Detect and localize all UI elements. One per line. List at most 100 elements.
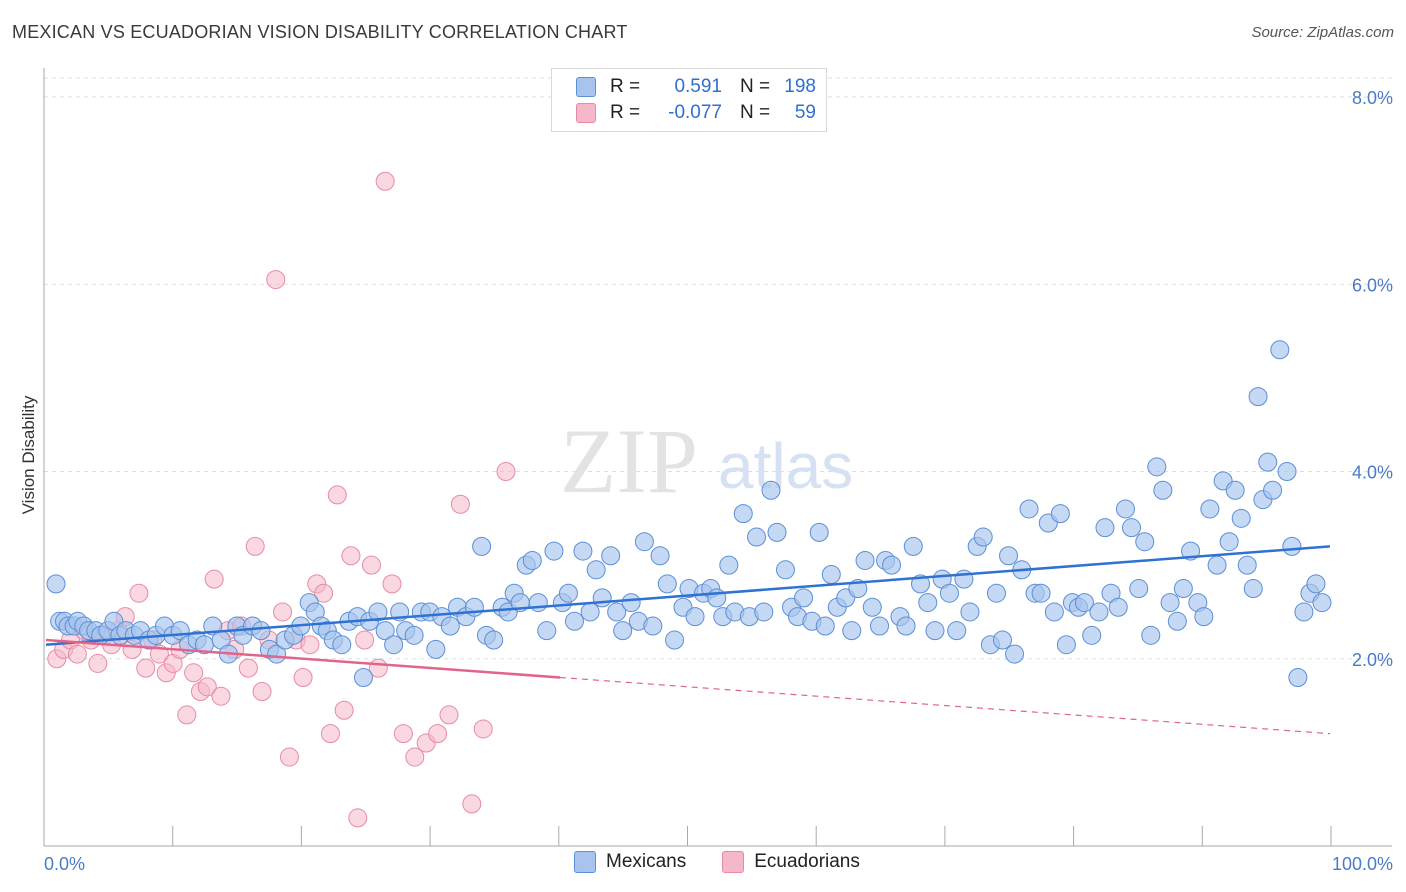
mexicans-point: [1056, 635, 1076, 655]
legend-item-ecuadorians[interactable]: Ecuadorians: [722, 851, 860, 873]
legend-row-mexicans: R = 0.591 N = 198: [576, 75, 816, 99]
mexicans-point: [537, 621, 557, 641]
ecuadorians-point: [293, 667, 313, 687]
ecuadorians-point: [355, 630, 375, 650]
mexicans-point: [1207, 555, 1227, 575]
ecuadorians-point: [88, 653, 108, 673]
mexicans-point: [251, 621, 271, 641]
mexicans-point: [882, 555, 902, 575]
mexicans-point: [484, 630, 504, 650]
ecuadorians-trend-extension: [559, 676, 1331, 735]
mexicans-point: [1288, 667, 1308, 687]
legend-n-value: 198: [784, 76, 816, 97]
mexicans-point: [719, 555, 739, 575]
mexicans-point: [472, 536, 492, 556]
mexicans-point: [1248, 387, 1268, 407]
mexicans-point: [1153, 480, 1173, 500]
ecuadorians-point: [462, 794, 482, 814]
ecuadorians-point: [375, 171, 395, 191]
mexicans-point: [621, 593, 641, 613]
x-tick-labels: 0.0% 100.0%: [44, 854, 1393, 874]
mexicans-point: [384, 635, 404, 655]
ecuadorians-trend-line: [45, 638, 561, 679]
mexicans-point: [1050, 504, 1070, 524]
ecuadorians-point: [450, 494, 470, 514]
mexicans-point: [368, 602, 388, 622]
ecuadorians-points: [47, 171, 516, 828]
mexicans-point: [999, 546, 1019, 566]
ecuadorians-point: [428, 724, 448, 744]
mexicans-point: [821, 564, 841, 584]
mexicans-point: [650, 546, 670, 566]
mexicans-point: [1115, 499, 1135, 519]
mexicans-point: [353, 667, 373, 687]
ecuadorians-point: [266, 270, 286, 290]
mexicans-point: [1108, 597, 1128, 617]
mexicans-point: [634, 532, 654, 552]
legend-swatch-mexicans: [574, 851, 596, 873]
ecuadorians-point: [473, 719, 493, 739]
mexicans-point: [973, 527, 993, 547]
mexicans-point: [1306, 574, 1326, 594]
mexicans-point: [1044, 602, 1064, 622]
ecuadorians-point: [314, 583, 334, 603]
mexicans-point: [918, 593, 938, 613]
y-axis-title: Vision Disability: [19, 395, 38, 514]
mexicans-point: [939, 583, 959, 603]
ecuadorians-point: [211, 686, 231, 706]
x-tick-label: 100.0%: [1332, 854, 1393, 874]
mexicans-point: [1258, 452, 1278, 472]
mexicans-point: [1031, 583, 1051, 603]
mexicans-point: [767, 522, 787, 542]
mexicans-point: [544, 541, 564, 561]
mexicans-point: [1147, 457, 1167, 477]
mexicans-point: [903, 536, 923, 556]
mexicans-point: [947, 621, 967, 641]
legend-n-label: N =: [740, 76, 771, 97]
source-label: Source: ZipAtlas.com: [1251, 24, 1394, 41]
x-tick-label: 0.0%: [44, 854, 85, 874]
mexicans-point: [809, 522, 829, 542]
mexicans-point: [1282, 536, 1302, 556]
mexicans-point: [733, 504, 753, 524]
legend-swatch-ecuadorians: [576, 103, 596, 123]
mexicans-point: [1173, 579, 1193, 599]
mexicans-point: [440, 616, 460, 636]
mexicans-point: [1200, 499, 1220, 519]
mexicans-point: [657, 574, 677, 594]
mexicans-point: [992, 630, 1012, 650]
mexicans-point: [1005, 644, 1025, 664]
mexicans-point: [775, 560, 795, 580]
mexicans-point: [1019, 499, 1039, 519]
watermark: ZIP atlas: [560, 410, 853, 512]
legend-swatch-ecuadorians: [722, 851, 745, 873]
mexicans-point: [1095, 518, 1115, 538]
mexicans-point: [794, 588, 814, 608]
legend-label-mexicans: Mexicans: [606, 851, 687, 872]
ecuadorians-point: [320, 724, 340, 744]
mexicans-point: [1160, 593, 1180, 613]
mexicans-point: [1089, 602, 1109, 622]
watermark-atlas: atlas: [718, 430, 853, 502]
legend-n-label: N =: [740, 102, 771, 123]
mexicans-point: [607, 602, 627, 622]
legend-item-mexicans[interactable]: Mexicans: [574, 851, 686, 873]
mexicans-point: [613, 621, 633, 641]
mexicans-point: [986, 583, 1006, 603]
mexicans-point: [1270, 340, 1290, 360]
ecuadorians-point: [197, 677, 217, 697]
mexicans-point: [522, 550, 542, 570]
mexicans-point: [754, 602, 774, 622]
ecuadorians-point: [300, 635, 320, 655]
y-tick-label: 6.0%: [1352, 275, 1393, 295]
mexicans-point: [815, 616, 835, 636]
ecuadorians-point: [382, 574, 402, 594]
mexicans-point: [665, 630, 685, 650]
mexicans-point: [528, 593, 548, 613]
mexicans-point: [761, 480, 781, 500]
ecuadorians-point: [204, 569, 224, 589]
ecuadorians-point: [361, 555, 381, 575]
y-tick-label: 2.0%: [1352, 650, 1393, 670]
mexicans-point: [1231, 508, 1251, 528]
ecuadorians-point: [393, 724, 413, 744]
